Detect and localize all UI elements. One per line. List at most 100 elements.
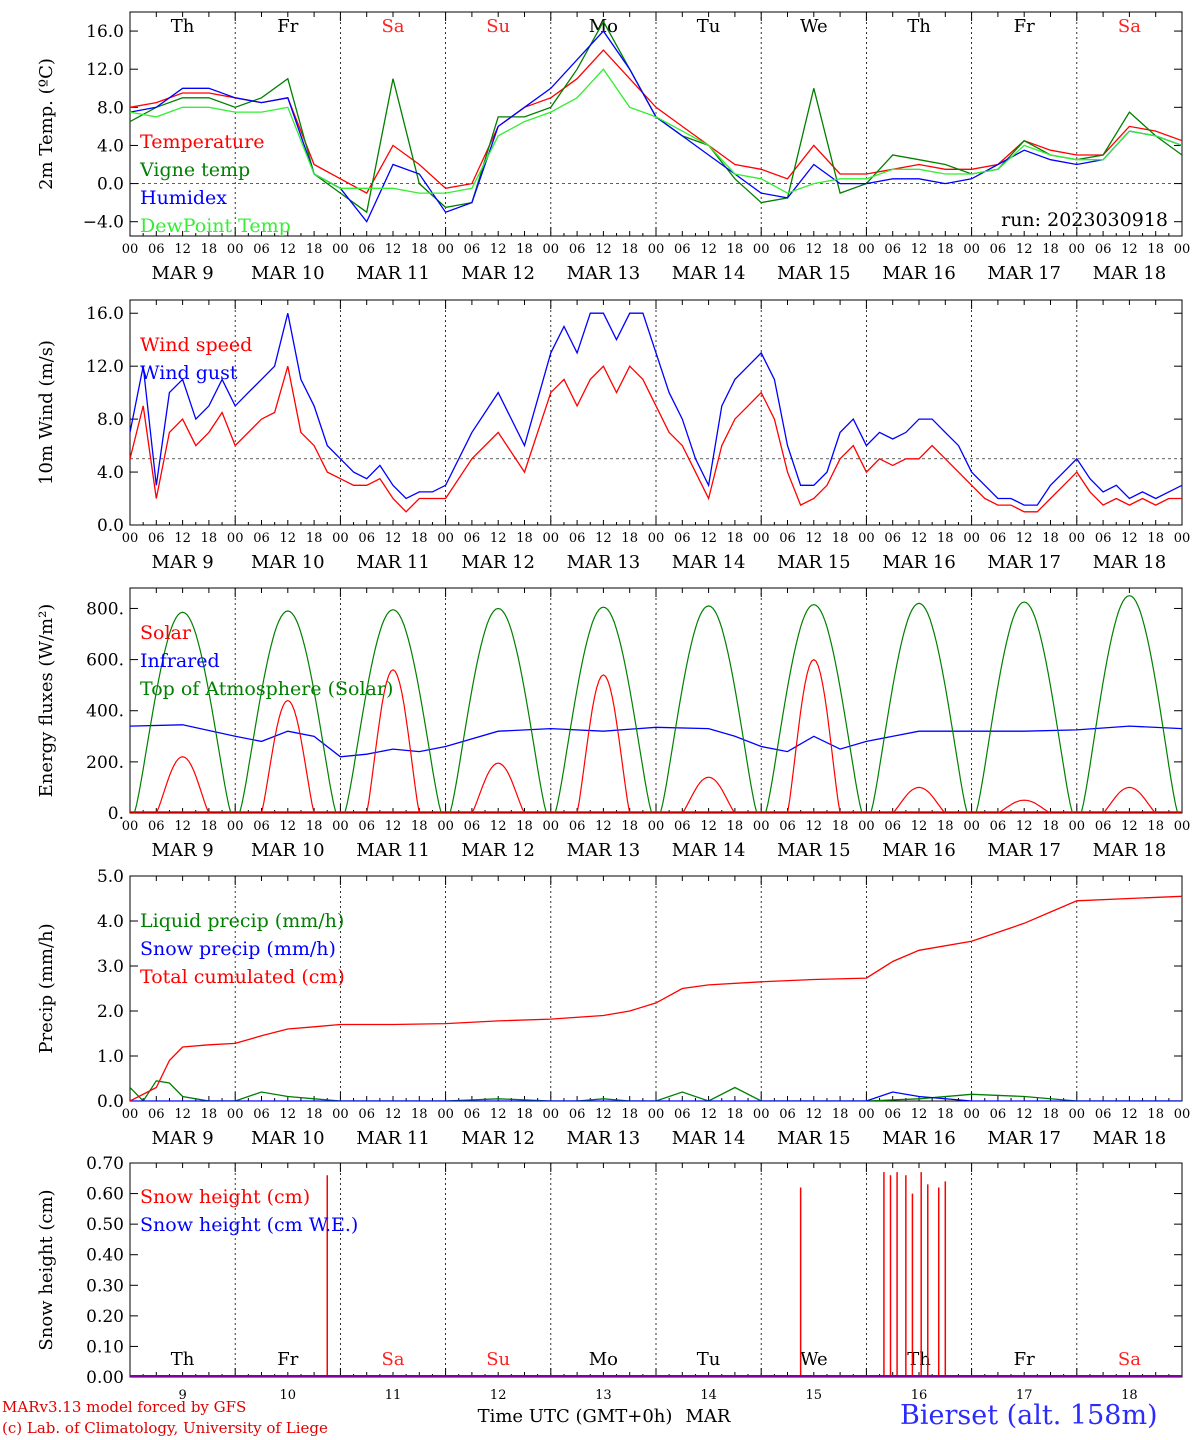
hour-tick-label: 06 <box>569 242 586 257</box>
day-number-label: 12 <box>490 1388 507 1403</box>
y-tick-label: 0. <box>108 804 124 824</box>
hour-tick-label: 06 <box>148 819 165 834</box>
hour-tick-label: 00 <box>1069 242 1086 257</box>
hour-tick-label: 06 <box>990 531 1007 546</box>
date-label: MAR 10 <box>251 1128 325 1149</box>
hour-tick-label: 12 <box>911 531 928 546</box>
hour-tick-label: 06 <box>148 1107 165 1122</box>
y-tick-label: 0.00 <box>86 1368 124 1388</box>
day-number-label: 14 <box>700 1388 717 1403</box>
hour-tick-label: 18 <box>832 1107 849 1122</box>
weekday-label: We <box>800 16 828 37</box>
hour-tick-label: 00 <box>858 531 875 546</box>
toa-solar-curve <box>133 611 232 813</box>
hour-tick-label: 00 <box>437 819 454 834</box>
panel-1: −4.0 0.0 4.0 8.0 12.0 16.0 2m Temp. (ºC) Th Fr Sa… <box>36 11 1191 284</box>
hour-tick-label: 06 <box>464 531 481 546</box>
hour-tick-label: 06 <box>569 1107 586 1122</box>
hour-tick-label: 00 <box>1174 531 1191 546</box>
date-label: MAR 15 <box>777 552 851 573</box>
hour-tick-label: 12 <box>385 242 402 257</box>
y-tick-label: −4.0 <box>83 213 124 233</box>
panel-5: 0.00 0.10 0.20 0.30 0.40 0.50 0.60 0.70 Snow hei… <box>36 1154 1183 1427</box>
hour-tick-label: 18 <box>516 1107 533 1122</box>
weekday-label: Su <box>486 16 510 37</box>
hour-tick-label: 12 <box>385 531 402 546</box>
lab-credit: (c) Lab. of Climatology, University of L… <box>2 1419 328 1437</box>
hour-tick-label: 00 <box>543 531 560 546</box>
hour-tick-label: 00 <box>963 242 980 257</box>
hour-tick-label: 12 <box>806 819 823 834</box>
hour-tick-label: 12 <box>1121 531 1138 546</box>
hour-tick-label: 00 <box>437 242 454 257</box>
hour-tick-label: 12 <box>490 242 507 257</box>
hour-tick-label: 12 <box>1016 242 1033 257</box>
date-label: MAR 18 <box>1093 263 1167 284</box>
date-label: MAR 15 <box>777 1128 851 1149</box>
hour-tick-label: 00 <box>1174 242 1191 257</box>
date-label: MAR 10 <box>251 552 325 573</box>
solar-curve <box>260 699 315 813</box>
date-label: MAR 18 <box>1093 1128 1167 1149</box>
y-tick-label: 4.0 <box>97 136 124 156</box>
date-label: MAR 14 <box>672 1128 746 1149</box>
y-tick-label: 12.0 <box>86 357 124 377</box>
day-number-label: 13 <box>595 1388 612 1403</box>
hour-tick-label: 06 <box>1095 242 1112 257</box>
date-label: MAR 9 <box>152 552 214 573</box>
day-number-label: 11 <box>385 1388 402 1403</box>
weekday-label: Tu <box>697 1349 721 1370</box>
date-label: MAR 12 <box>461 263 535 284</box>
hour-tick-label: 12 <box>1016 1107 1033 1122</box>
date-label: MAR 18 <box>1093 552 1167 573</box>
y-axis-label: Precip (mm/h) <box>36 923 57 1053</box>
series-group <box>130 595 1182 813</box>
hour-tick-label: 00 <box>122 819 139 834</box>
y-tick-label: 0.20 <box>86 1307 124 1327</box>
weekday-label: Mo <box>589 16 618 37</box>
hour-tick-label: 12 <box>595 242 612 257</box>
date-label: MAR 10 <box>251 263 325 284</box>
series-line-liquid-precip-mm-h- <box>130 1080 1182 1101</box>
solar-curve <box>576 674 631 813</box>
hour-tick-label: 12 <box>700 819 717 834</box>
hour-tick-label: 00 <box>122 1107 139 1122</box>
hour-tick-label: 18 <box>306 819 323 834</box>
hour-tick-label: 18 <box>1147 531 1164 546</box>
run-annotation: run: 2023030918 <box>1001 209 1168 231</box>
date-label: MAR 9 <box>152 1128 214 1149</box>
hour-tick-label: 12 <box>911 819 928 834</box>
hour-tick-label: 18 <box>516 242 533 257</box>
hour-tick-label: 06 <box>990 1107 1007 1122</box>
legend-item: DewPoint Temp <box>140 215 291 237</box>
date-label: MAR 16 <box>882 552 956 573</box>
hour-tick-label: 00 <box>332 819 349 834</box>
hour-tick-label: 18 <box>201 1107 218 1122</box>
y-tick-label: 8.0 <box>97 98 124 118</box>
hour-tick-label: 00 <box>332 531 349 546</box>
date-label: MAR 12 <box>461 552 535 573</box>
series-line-infrared <box>130 724 1182 758</box>
date-label: MAR 16 <box>882 840 956 861</box>
panel-2: 0.0 4.0 8.0 12.0 16.0 10m Wind (m/s) 00 06 12 18 0… <box>36 299 1191 573</box>
y-tick-label: 16.0 <box>86 22 124 42</box>
hour-tick-label: 06 <box>674 1107 691 1122</box>
legend-item: Top of Atmosphere (Solar) <box>140 678 393 700</box>
hour-tick-label: 12 <box>911 242 928 257</box>
hour-tick-label: 06 <box>253 242 270 257</box>
y-axis-label: Snow height (cm) <box>36 1189 57 1350</box>
hour-tick-label: 12 <box>174 242 191 257</box>
hour-tick-label: 06 <box>358 242 375 257</box>
hour-tick-label: 18 <box>1147 1107 1164 1122</box>
solar-curve <box>155 756 210 813</box>
hour-tick-label: 00 <box>122 242 139 257</box>
y-tick-label: 0.70 <box>86 1154 124 1174</box>
legend-item: Solar <box>140 622 192 644</box>
toa-solar-curve <box>449 607 547 813</box>
toa-solar-curve <box>344 609 442 813</box>
hour-tick-label: 12 <box>1016 819 1033 834</box>
hour-tick-label: 18 <box>727 531 744 546</box>
date-label: MAR 9 <box>152 840 214 861</box>
hour-tick-label: 06 <box>1095 1107 1112 1122</box>
hour-tick-label: 18 <box>201 819 218 834</box>
